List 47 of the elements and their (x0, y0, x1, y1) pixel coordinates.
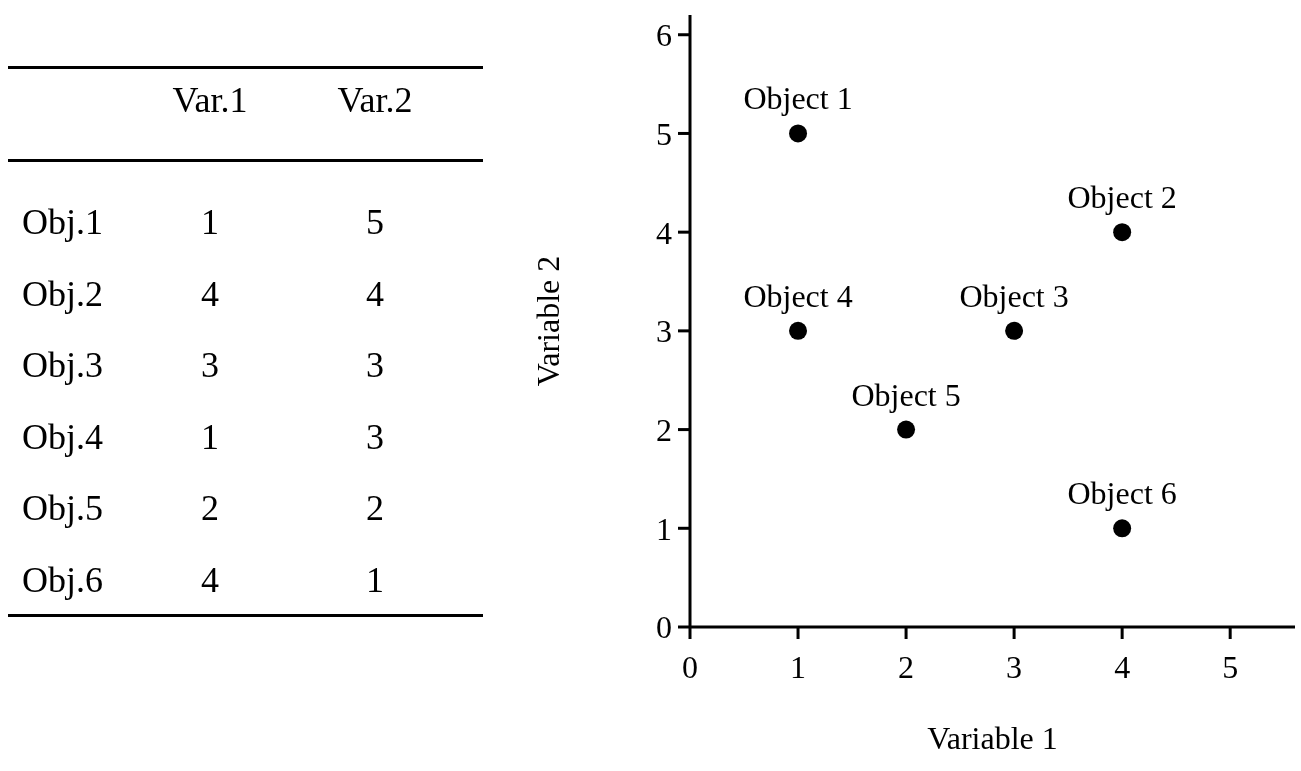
x-tick-label: 5 (1222, 648, 1239, 685)
annotation: Object 6 (1067, 475, 1177, 512)
point (897, 420, 916, 439)
data-label: 2 (366, 487, 384, 530)
category-label: Obj.1 (22, 201, 103, 243)
y-tick-label: 3 (656, 313, 672, 350)
annotation: Object 3 (959, 277, 1069, 314)
x-tick-label: 4 (1114, 648, 1131, 685)
point (1005, 321, 1024, 340)
text: Var.1 (172, 79, 248, 121)
data-label: 4 (366, 272, 384, 315)
data-label: 1 (366, 559, 384, 601)
data-label: 1 (201, 201, 219, 243)
point (789, 321, 808, 340)
y-tick-label: 0 (656, 609, 672, 646)
y-axis-title: Variable 2 (530, 255, 567, 387)
x-tick-label: 2 (898, 648, 915, 685)
x-tick-label: 0 (682, 648, 698, 685)
annotation: Object 4 (743, 277, 853, 314)
point (1113, 223, 1132, 242)
data-label: 3 (201, 344, 219, 387)
category-label: Obj.3 (22, 344, 103, 387)
y-tick-label: 5 (656, 115, 672, 152)
data-label: 3 (366, 344, 384, 387)
y-tick-label: 4 (656, 214, 672, 251)
x-tick-label: 3 (1006, 648, 1023, 685)
data-label: 4 (201, 559, 219, 601)
data-label: 4 (201, 272, 219, 315)
x-tick-label: 1 (790, 648, 807, 685)
category-label: Obj.5 (22, 487, 103, 530)
text: Var.2 (337, 79, 413, 121)
y-tick-label: 6 (656, 17, 672, 54)
data-label: 3 (366, 415, 384, 458)
data-label: 2 (201, 487, 219, 530)
point (789, 124, 808, 143)
point (1113, 519, 1132, 538)
y-tick-label: 1 (656, 510, 672, 547)
y-tick-label: 2 (656, 411, 672, 448)
annotation: Object 5 (851, 376, 961, 413)
annotation: Object 1 (743, 80, 853, 117)
x-axis-title: Variable 1 (927, 720, 1058, 756)
category-label: Obj.2 (22, 272, 103, 315)
data-label: 1 (201, 415, 219, 458)
annotation: Object 2 (1067, 179, 1177, 216)
category-label: Obj.6 (22, 559, 103, 601)
data-label: 5 (366, 201, 384, 243)
category-label: Obj.4 (22, 415, 103, 458)
